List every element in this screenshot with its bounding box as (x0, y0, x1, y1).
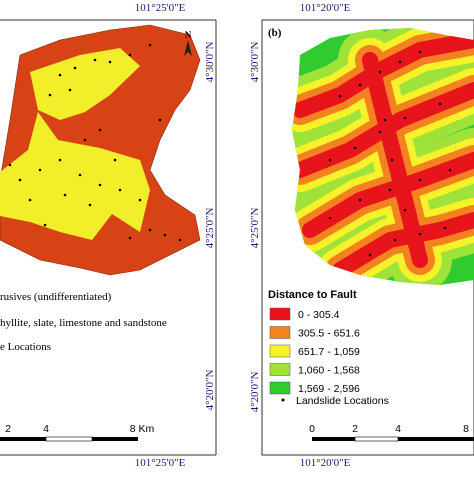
scale-label: 0 (309, 423, 315, 435)
legend-swatch (269, 326, 291, 339)
panel-label: (b) (268, 27, 282, 39)
legend-item: hyllite, slate, limestone and sandstone (0, 317, 167, 329)
legend-item: 651.7 - 1,059 (298, 346, 360, 358)
legend-point (281, 398, 285, 402)
scale-label: 4 (395, 423, 401, 435)
latitude-label: 4°20'0"N (204, 370, 216, 411)
scale-bar: 2 4 8 Km (0, 423, 155, 442)
north-label: N (185, 30, 192, 40)
panel-b: (b) 101°20'0"E 101°20'0"E 4°30'0"N 4°25'… (249, 2, 474, 469)
geology-zone (30, 48, 140, 120)
longitude-label: 101°20'0"E (300, 2, 351, 14)
scale-label: 4 (43, 423, 49, 435)
landslide-points (328, 50, 452, 257)
scale-bar: 0 2 4 8 (309, 423, 474, 442)
legend-swatch (269, 381, 291, 395)
scale-label: 8 (463, 423, 469, 435)
frame (261, 19, 474, 456)
legend-item: e Locations (0, 341, 51, 353)
legend-item: 1,569 - 2,596 (298, 383, 360, 395)
fault-distance-map (292, 28, 474, 285)
scale-label: 2 (5, 423, 11, 435)
legend-swatch (269, 363, 291, 376)
latitude-label: 4°30'0"N (249, 42, 261, 83)
scale-label: 8 Km (130, 423, 155, 435)
latitude-label: 4°20'0"N (249, 372, 261, 413)
legend: Distance to Fault 0 - 305.4 305.5 - 651.6… (268, 289, 360, 395)
landslide-points (8, 43, 182, 242)
longitude-label: 101°25'0"E (135, 457, 186, 469)
legend-item: Landslide Locations (296, 395, 389, 407)
north-arrow: N (184, 30, 192, 56)
legend-swatch (269, 307, 291, 321)
legend-item: 0 - 305.4 (298, 309, 340, 321)
legend-item: 1,060 - 1,568 (298, 365, 360, 377)
scale-label: 2 (352, 423, 358, 435)
legend-title: Distance to Fault (268, 289, 357, 301)
legend-item: rusives (undifferentiated) (0, 291, 112, 303)
legend-swatch (269, 344, 291, 358)
longitude-label: 101°25'0"E (135, 2, 186, 14)
longitude-label: 101°20'0"E (300, 457, 351, 469)
legend-item: 305.5 - 651.6 (298, 328, 360, 340)
panel-a: 101°25'0"E 101°25'0"E 4°30'0"N 4°25'0"N … (0, 2, 217, 469)
latitude-label: 4°25'0"N (249, 208, 261, 249)
latitude-label: 4°25'0"N (204, 208, 216, 249)
latitude-label: 4°30'0"N (204, 42, 216, 83)
geology-zone (0, 112, 150, 240)
